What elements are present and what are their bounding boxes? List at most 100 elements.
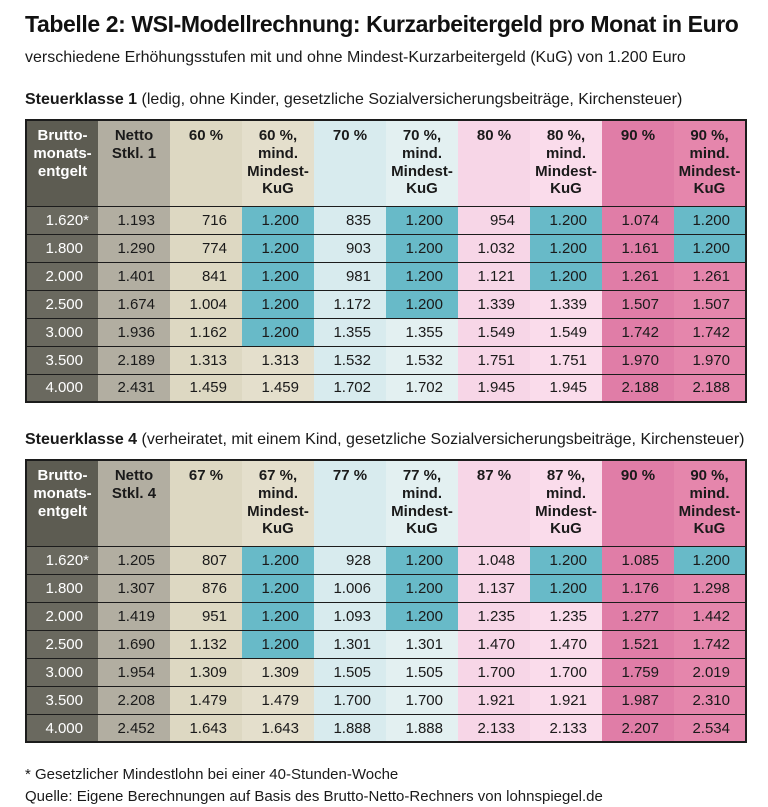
value-cell: 2.452 bbox=[98, 713, 170, 743]
value-cell: 1.200 bbox=[674, 233, 746, 263]
value-cell: 1.970 bbox=[602, 345, 674, 375]
value-cell: 1.339 bbox=[530, 289, 602, 319]
value-cell: 928 bbox=[314, 546, 386, 575]
section-heading-bold: Steuerklasse 1 bbox=[25, 90, 138, 108]
header-cell: Brutto- monats- entgelt bbox=[26, 460, 98, 547]
value-cell: 1.200 bbox=[386, 546, 458, 575]
table-row: 3.500 2.208 1.479 1.479 1.700 1.700 1.921 1.921… bbox=[26, 685, 746, 715]
value-cell: 1.298 bbox=[674, 573, 746, 603]
value-cell: 1.954 bbox=[98, 657, 170, 687]
value-cell: 1.505 bbox=[386, 657, 458, 687]
brutto-cell: 2.000 bbox=[26, 601, 98, 631]
value-cell: 1.290 bbox=[98, 233, 170, 263]
value-cell: 807 bbox=[170, 546, 242, 575]
value-cell: 1.459 bbox=[242, 373, 314, 403]
value-cell: 716 bbox=[170, 206, 242, 235]
value-cell: 2.133 bbox=[530, 713, 602, 743]
brutto-cell: 3.000 bbox=[26, 657, 98, 687]
value-cell: 1.945 bbox=[530, 373, 602, 403]
value-cell: 1.742 bbox=[674, 317, 746, 347]
value-cell: 1.121 bbox=[458, 261, 530, 291]
section-heading-detail: (ledig, ohne Kinder, gesetzliche Sozialv… bbox=[141, 90, 683, 108]
value-cell: 774 bbox=[170, 233, 242, 263]
table-row: 1.620* 1.193 716 1.200 835 1.200 954 1.200 1.074… bbox=[26, 206, 746, 235]
header-row: Brutto- monats- entgelt Netto Stkl. 4 67 %… bbox=[26, 460, 746, 547]
value-cell: 1.200 bbox=[242, 601, 314, 631]
value-cell: 2.188 bbox=[674, 373, 746, 403]
value-cell: 1.261 bbox=[602, 261, 674, 291]
value-cell: 1.888 bbox=[386, 713, 458, 743]
footnote-mindestlohn: * Gesetzlicher Mindestlohn bei einer 40-… bbox=[25, 766, 399, 784]
value-cell: 1.301 bbox=[386, 629, 458, 659]
table-header: Brutto- monats- entgelt Netto Stkl. 4 67 %… bbox=[26, 460, 746, 547]
section-heading-steuerklasse-4: Steuerklasse 4 (verheiratet, mit einem K… bbox=[25, 430, 747, 449]
section-heading-steuerklasse-1: Steuerklasse 1 (ledig, ohne Kinder, gese… bbox=[25, 90, 747, 109]
header-cell: 77 % bbox=[314, 460, 386, 547]
value-cell: 1.532 bbox=[386, 345, 458, 375]
value-cell: 1.759 bbox=[602, 657, 674, 687]
value-cell: 954 bbox=[458, 206, 530, 235]
brutto-cell: 3.500 bbox=[26, 685, 98, 715]
value-cell: 1.200 bbox=[242, 289, 314, 319]
header-cell: 90 % bbox=[602, 460, 674, 547]
header-row: Brutto- monats- entgelt Netto Stkl. 1 60 %… bbox=[26, 120, 746, 207]
value-cell: 1.521 bbox=[602, 629, 674, 659]
value-cell: 1.643 bbox=[170, 713, 242, 743]
value-cell: 1.200 bbox=[242, 233, 314, 263]
value-cell: 1.751 bbox=[458, 345, 530, 375]
footnotes: * Gesetzlicher Mindestlohn bei einer 40-… bbox=[25, 764, 747, 807]
value-cell: 1.549 bbox=[530, 317, 602, 347]
value-cell: 1.200 bbox=[242, 261, 314, 291]
value-cell: 2.310 bbox=[674, 685, 746, 715]
source-note: Quelle: Eigene Berechnungen auf Basis de… bbox=[25, 787, 603, 805]
value-cell: 1.532 bbox=[314, 345, 386, 375]
value-cell: 1.309 bbox=[170, 657, 242, 687]
value-cell: 1.235 bbox=[458, 601, 530, 631]
value-cell: 1.261 bbox=[674, 261, 746, 291]
value-cell: 1.945 bbox=[458, 373, 530, 403]
value-cell: 1.137 bbox=[458, 573, 530, 603]
value-cell: 1.313 bbox=[242, 345, 314, 375]
kug-table-steuerklasse-4: Brutto- monats- entgelt Netto Stkl. 4 67 %… bbox=[25, 459, 747, 744]
value-cell: 1.888 bbox=[314, 713, 386, 743]
value-cell: 1.200 bbox=[530, 573, 602, 603]
brutto-cell: 1.620* bbox=[26, 546, 98, 575]
table-row: 4.000 2.452 1.643 1.643 1.888 1.888 2.133 2.133… bbox=[26, 713, 746, 743]
value-cell: 1.459 bbox=[170, 373, 242, 403]
value-cell: 1.702 bbox=[314, 373, 386, 403]
value-cell: 1.470 bbox=[530, 629, 602, 659]
table-row: 2.500 1.690 1.132 1.200 1.301 1.301 1.470 1.470… bbox=[26, 629, 746, 659]
brutto-cell: 2.500 bbox=[26, 629, 98, 659]
value-cell: 2.189 bbox=[98, 345, 170, 375]
value-cell: 1.200 bbox=[242, 317, 314, 347]
value-cell: 2.534 bbox=[674, 713, 746, 743]
header-cell: 80 %, mind. Mindest- KuG bbox=[530, 120, 602, 207]
value-cell: 1.200 bbox=[386, 206, 458, 235]
header-cell: Netto Stkl. 4 bbox=[98, 460, 170, 547]
value-cell: 1.132 bbox=[170, 629, 242, 659]
table-row: 1.800 1.290 774 1.200 903 1.200 1.032 1.200 1.16… bbox=[26, 233, 746, 263]
value-cell: 1.200 bbox=[386, 233, 458, 263]
table-row: 2.500 1.674 1.004 1.200 1.172 1.200 1.339 1.339… bbox=[26, 289, 746, 319]
brutto-cell: 4.000 bbox=[26, 373, 98, 403]
table-body: 1.620* 1.205 807 1.200 928 1.200 1.048 1.200 1.0… bbox=[26, 546, 746, 743]
page-subtitle: verschiedene Erhöhungsstufen mit und ohn… bbox=[25, 48, 686, 66]
value-cell: 1.200 bbox=[242, 206, 314, 235]
brutto-cell: 1.800 bbox=[26, 573, 98, 603]
value-cell: 951 bbox=[170, 601, 242, 631]
section-heading-detail: (verheiratet, mit einem Kind, gesetzlich… bbox=[141, 431, 745, 449]
value-cell: 1.205 bbox=[98, 546, 170, 575]
table-row: 3.000 1.954 1.309 1.309 1.505 1.505 1.700 1.700… bbox=[26, 657, 746, 687]
value-cell: 1.700 bbox=[458, 657, 530, 687]
value-cell: 1.085 bbox=[602, 546, 674, 575]
table-row: 1.620* 1.205 807 1.200 928 1.200 1.048 1.200 1.0… bbox=[26, 546, 746, 575]
header-cell: 87 % bbox=[458, 460, 530, 547]
value-cell: 1.162 bbox=[170, 317, 242, 347]
value-cell: 1.507 bbox=[674, 289, 746, 319]
value-cell: 1.742 bbox=[602, 317, 674, 347]
header-cell: Netto Stkl. 1 bbox=[98, 120, 170, 207]
value-cell: 1.301 bbox=[314, 629, 386, 659]
brutto-cell: 3.500 bbox=[26, 345, 98, 375]
value-cell: 1.313 bbox=[170, 345, 242, 375]
